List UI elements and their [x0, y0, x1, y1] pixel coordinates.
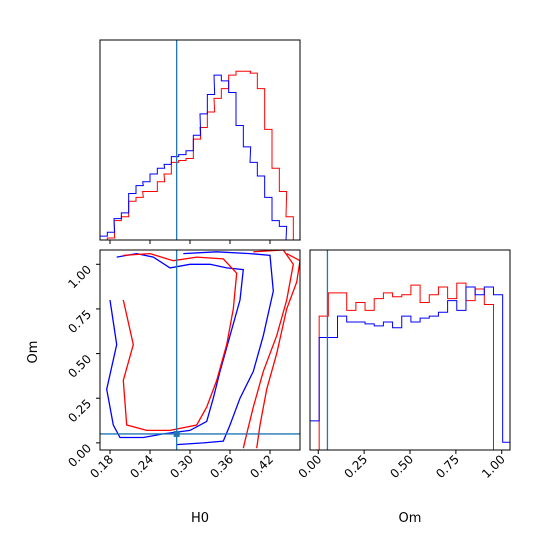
- contour-1: [176, 251, 274, 446]
- joint-x-tick-label: 0.18: [87, 452, 116, 481]
- h0-hist-frame: [99, 39, 301, 241]
- om-x-tick-label: 0.25: [341, 452, 370, 481]
- y-axis-label-om: Om: [26, 341, 41, 364]
- joint-x-tick-label: 0.24: [127, 452, 156, 481]
- joint-y-tick-label: 0.50: [65, 352, 94, 381]
- joint-y-tick-label: 0.75: [65, 307, 94, 336]
- joint-y-tick-label: 0.25: [65, 396, 94, 425]
- joint-contours: [106, 250, 300, 449]
- contour-3: [242, 250, 294, 449]
- om-hist-series-0: [310, 282, 510, 451]
- joint-y-tick-label: 1.00: [65, 263, 94, 292]
- om-x-tick-label: 1.00: [479, 452, 508, 481]
- joint-frame: [99, 249, 301, 451]
- h0-hist-series-1: [99, 74, 301, 241]
- x-axis-label-h0: H0: [191, 511, 209, 526]
- joint-y-tick-label: 0.00: [65, 441, 94, 470]
- om-hist-series-1: [309, 286, 510, 450]
- h0-hist-series-0: [100, 70, 301, 241]
- joint-truth-marker: [173, 430, 180, 437]
- joint-x-tick-label: 0.42: [247, 452, 276, 481]
- joint-x-tick-label: 0.30: [167, 452, 196, 481]
- contour-2: [122, 252, 238, 432]
- x-axis-label-om: Om: [399, 511, 422, 526]
- om-hist-frame: [309, 249, 511, 451]
- joint-x-tick-label: 0.36: [207, 452, 236, 481]
- contour-4: [256, 253, 300, 449]
- contour-0: [106, 252, 245, 439]
- om-x-tick-label: 0.00: [296, 452, 325, 481]
- om-histogram-panel: 0.00 0.25 0.50 0.75 1.00: [296, 249, 511, 481]
- om-x-tick-label: 0.75: [433, 452, 462, 481]
- om-x-tick-label: 0.50: [387, 452, 416, 481]
- joint-contour-panel: 0.18 0.24 0.30 0.36 0.42 0.00 0.25 0.50 0.75 1.00: [65, 249, 301, 481]
- h0-histogram-panel: [99, 39, 301, 244]
